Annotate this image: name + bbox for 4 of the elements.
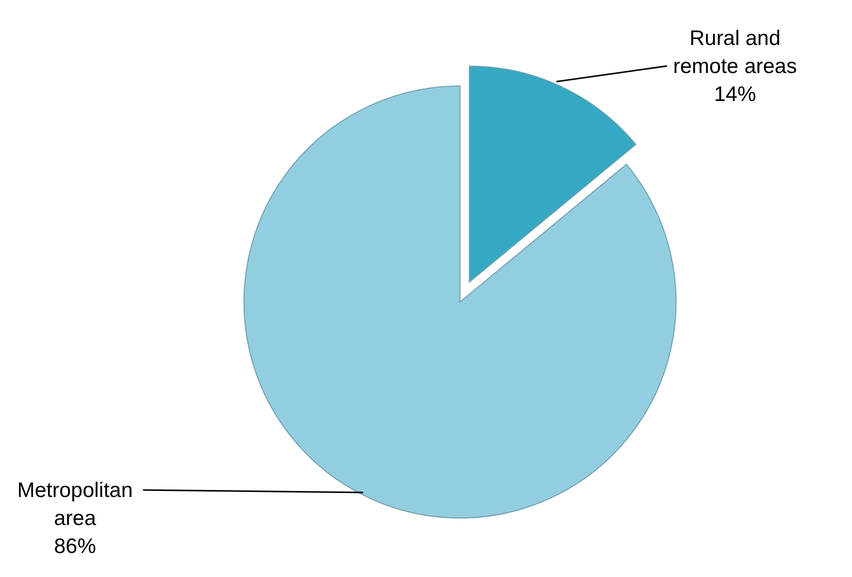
data-label: 14% xyxy=(714,83,756,106)
slice-label: Metropolitan area xyxy=(17,479,133,530)
data-label: 86% xyxy=(54,535,96,558)
slice-label: Rural and remote areas xyxy=(673,27,797,78)
